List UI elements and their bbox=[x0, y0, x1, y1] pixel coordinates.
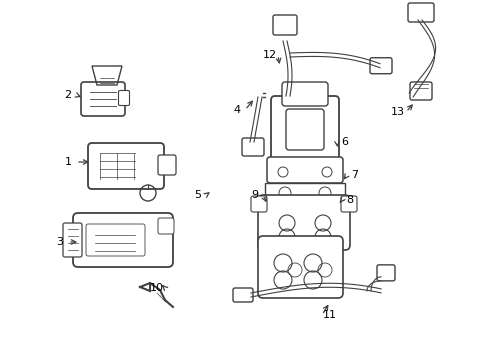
FancyBboxPatch shape bbox=[270, 96, 338, 169]
FancyBboxPatch shape bbox=[86, 224, 145, 256]
Text: 11: 11 bbox=[323, 310, 336, 320]
Text: 2: 2 bbox=[64, 90, 71, 100]
FancyBboxPatch shape bbox=[285, 109, 324, 150]
FancyBboxPatch shape bbox=[232, 288, 252, 302]
FancyBboxPatch shape bbox=[118, 90, 129, 105]
FancyBboxPatch shape bbox=[250, 196, 266, 212]
FancyBboxPatch shape bbox=[63, 223, 82, 257]
FancyBboxPatch shape bbox=[158, 218, 174, 234]
Text: 10: 10 bbox=[150, 283, 163, 293]
Text: 4: 4 bbox=[233, 105, 240, 115]
FancyBboxPatch shape bbox=[272, 15, 296, 35]
FancyBboxPatch shape bbox=[266, 157, 342, 183]
FancyBboxPatch shape bbox=[340, 196, 356, 212]
FancyBboxPatch shape bbox=[258, 236, 342, 298]
Text: 8: 8 bbox=[346, 195, 353, 205]
FancyBboxPatch shape bbox=[369, 58, 391, 74]
Text: 13: 13 bbox=[390, 107, 404, 117]
Text: 5: 5 bbox=[194, 190, 201, 200]
FancyBboxPatch shape bbox=[88, 143, 163, 189]
FancyBboxPatch shape bbox=[409, 82, 431, 100]
Text: 3: 3 bbox=[57, 237, 63, 247]
FancyBboxPatch shape bbox=[158, 155, 176, 175]
Text: 7: 7 bbox=[351, 170, 358, 180]
FancyBboxPatch shape bbox=[81, 82, 125, 116]
FancyBboxPatch shape bbox=[407, 3, 433, 22]
FancyBboxPatch shape bbox=[73, 213, 173, 267]
Text: 12: 12 bbox=[263, 50, 277, 60]
FancyBboxPatch shape bbox=[258, 195, 349, 250]
Text: 9: 9 bbox=[251, 190, 258, 200]
Text: 6: 6 bbox=[341, 137, 348, 147]
Text: 1: 1 bbox=[64, 157, 71, 167]
FancyBboxPatch shape bbox=[242, 138, 264, 156]
FancyBboxPatch shape bbox=[282, 82, 327, 106]
FancyBboxPatch shape bbox=[376, 265, 394, 281]
